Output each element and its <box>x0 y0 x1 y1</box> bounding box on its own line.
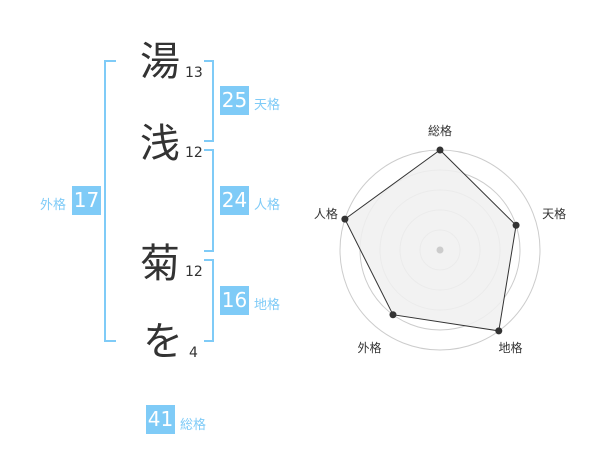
stroke-count-2: 12 <box>185 145 203 161</box>
radar-axis-label: 総格 <box>428 123 452 138</box>
stroke-count-3: 12 <box>185 264 203 280</box>
radar-axis-label: 人格 <box>314 206 338 221</box>
chikaku-label: 地格 <box>254 298 281 313</box>
gaikaku-bracket <box>104 60 116 342</box>
radar-area <box>344 149 517 332</box>
gaikaku-label: 外格 <box>40 198 67 213</box>
tenkaku-label: 天格 <box>254 98 281 113</box>
soukaku-value: 41 <box>146 405 175 434</box>
radar-point <box>341 215 349 223</box>
chikaku-value: 16 <box>220 286 249 315</box>
radar-axis-label: 地格 <box>499 340 523 355</box>
jinkaku-bracket <box>204 149 214 252</box>
jinkaku-value: 24 <box>220 186 249 215</box>
chikaku-bracket <box>204 259 214 342</box>
stroke-count-4: 4 <box>189 345 198 361</box>
radar-center <box>436 246 444 254</box>
tenkaku-value: 25 <box>220 86 249 115</box>
radar-point <box>512 221 520 229</box>
soukaku-label: 総格 <box>180 418 207 433</box>
gaikaku-value: 17 <box>72 186 101 215</box>
radar-point <box>495 327 503 335</box>
radar-point <box>436 146 444 154</box>
stroke-count-1: 13 <box>185 65 203 81</box>
radar-point <box>389 311 397 319</box>
jinkaku-label: 人格 <box>254 198 281 213</box>
tenkaku-bracket <box>204 60 214 142</box>
radar-axis-label: 外格 <box>357 340 381 355</box>
character-1: 湯 <box>140 39 180 85</box>
character-3: 菊 <box>140 241 180 287</box>
character-2: 浅 <box>140 121 180 167</box>
radar-axis-label: 天格 <box>542 206 566 221</box>
character-4: を <box>143 319 183 365</box>
